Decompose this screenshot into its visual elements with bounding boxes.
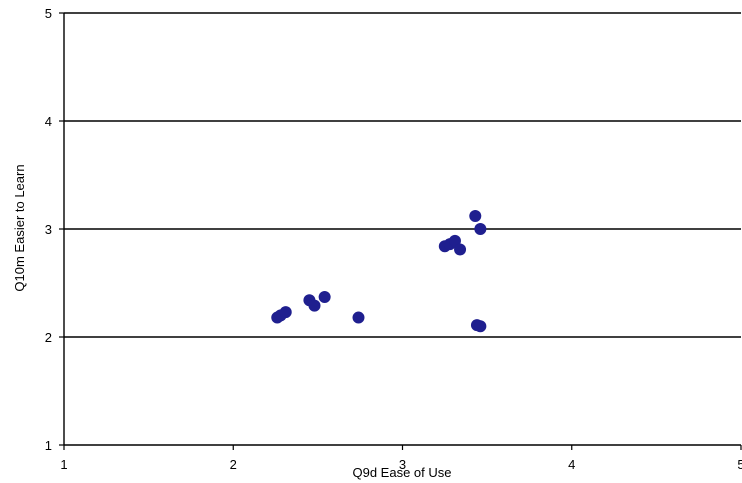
y-tick-label: 3 (45, 222, 52, 237)
x-tick-label: 4 (568, 457, 575, 472)
y-tick-label: 5 (45, 6, 52, 21)
data-point (318, 291, 331, 304)
gridlines (64, 12, 741, 338)
axes (59, 12, 742, 450)
x-tick-label: 2 (230, 457, 237, 472)
x-tick-label: 3 (399, 457, 406, 472)
data-point (308, 299, 321, 312)
y-tick-label: 1 (45, 438, 52, 453)
data-point (448, 234, 461, 247)
x-tick-label: 1 (60, 457, 67, 472)
y-tick-labels: 1 2 3 4 5 (45, 6, 52, 453)
y-tick-label: 4 (45, 114, 52, 129)
y-axis-title: Q10m Easier to Learn (12, 164, 27, 291)
data-point (279, 306, 292, 319)
data-points (271, 210, 487, 333)
y-tick-label: 2 (45, 330, 52, 345)
data-point (474, 223, 487, 235)
data-point (352, 311, 365, 324)
data-point (454, 243, 467, 256)
data-point (469, 210, 482, 223)
x-tick-label: 5 (737, 457, 742, 472)
x-tick-labels: 1 2 3 4 5 (60, 457, 742, 472)
x-axis-title: Q9d Ease of Use (353, 465, 452, 480)
data-point (474, 320, 487, 333)
